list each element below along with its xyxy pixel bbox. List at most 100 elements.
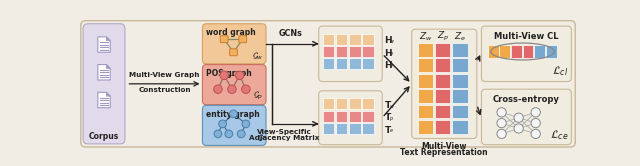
Circle shape bbox=[220, 71, 228, 80]
Circle shape bbox=[237, 130, 245, 138]
Circle shape bbox=[225, 130, 233, 138]
Bar bbox=[418, 89, 433, 103]
Circle shape bbox=[531, 119, 540, 128]
Polygon shape bbox=[98, 65, 110, 80]
Text: $_w$: $_w$ bbox=[389, 39, 396, 46]
Bar bbox=[336, 58, 348, 69]
Bar bbox=[522, 44, 533, 58]
Text: Multi-View: Multi-View bbox=[422, 142, 467, 151]
Text: Cross-entropy: Cross-entropy bbox=[493, 95, 560, 104]
FancyBboxPatch shape bbox=[239, 36, 246, 43]
Bar bbox=[435, 105, 451, 119]
Circle shape bbox=[219, 120, 227, 128]
Bar bbox=[362, 58, 374, 69]
Text: $\mathbf{H}$: $\mathbf{H}$ bbox=[384, 47, 392, 58]
Text: $\mathcal{G}_p$: $\mathcal{G}_p$ bbox=[253, 90, 264, 102]
Bar bbox=[452, 74, 467, 88]
FancyBboxPatch shape bbox=[202, 105, 266, 145]
Text: $\mathbf{T}$: $\mathbf{T}$ bbox=[384, 111, 392, 123]
Text: $_p$: $_p$ bbox=[389, 115, 394, 124]
FancyBboxPatch shape bbox=[220, 36, 228, 43]
Bar bbox=[323, 98, 334, 109]
Text: Multi-View CL: Multi-View CL bbox=[494, 32, 559, 41]
Text: Construction: Construction bbox=[138, 87, 191, 93]
Polygon shape bbox=[106, 37, 110, 41]
Circle shape bbox=[531, 108, 540, 117]
Text: word graph: word graph bbox=[206, 28, 256, 37]
Bar bbox=[362, 98, 374, 109]
Circle shape bbox=[514, 113, 524, 122]
Text: $\mathbf{T}$: $\mathbf{T}$ bbox=[384, 99, 392, 110]
Bar bbox=[511, 44, 522, 58]
Circle shape bbox=[497, 129, 506, 138]
Bar bbox=[418, 58, 433, 72]
Text: $_e$: $_e$ bbox=[389, 63, 394, 71]
Bar bbox=[323, 34, 334, 44]
Text: $_e$: $_e$ bbox=[389, 128, 394, 135]
Bar bbox=[534, 44, 545, 58]
Text: $\mathbf{H}$: $\mathbf{H}$ bbox=[384, 34, 392, 45]
Bar bbox=[488, 44, 499, 58]
Bar bbox=[452, 105, 467, 119]
Text: $\mathbf{T}$: $\mathbf{T}$ bbox=[384, 124, 392, 135]
Bar bbox=[362, 46, 374, 57]
Circle shape bbox=[531, 129, 540, 138]
Bar bbox=[349, 98, 360, 109]
Circle shape bbox=[242, 120, 250, 128]
Text: $Z_p$: $Z_p$ bbox=[436, 30, 449, 43]
Text: $Z_e$: $Z_e$ bbox=[454, 31, 466, 43]
Bar bbox=[435, 74, 451, 88]
Circle shape bbox=[497, 119, 506, 128]
FancyBboxPatch shape bbox=[230, 49, 237, 56]
Circle shape bbox=[214, 85, 222, 93]
Text: $\mathcal{L}_{cl}$: $\mathcal{L}_{cl}$ bbox=[552, 65, 568, 79]
Bar bbox=[418, 74, 433, 88]
Text: View-Specific: View-Specific bbox=[257, 129, 312, 135]
FancyBboxPatch shape bbox=[319, 91, 382, 145]
Text: Multi-View Graph: Multi-View Graph bbox=[129, 72, 200, 79]
Circle shape bbox=[236, 71, 244, 80]
Bar bbox=[362, 34, 374, 44]
Bar bbox=[349, 46, 360, 57]
Bar bbox=[349, 123, 360, 134]
Bar bbox=[418, 43, 433, 57]
Text: $\mathbf{H}$: $\mathbf{H}$ bbox=[384, 59, 392, 70]
Bar bbox=[435, 43, 451, 57]
Text: entity graph: entity graph bbox=[206, 110, 260, 119]
Circle shape bbox=[497, 108, 506, 117]
Text: $\mathcal{G}_w$: $\mathcal{G}_w$ bbox=[252, 50, 264, 61]
Bar bbox=[336, 34, 348, 44]
Bar bbox=[452, 43, 467, 57]
FancyBboxPatch shape bbox=[83, 24, 125, 144]
Bar bbox=[323, 58, 334, 69]
Text: Adjacency Matrix: Adjacency Matrix bbox=[250, 135, 320, 141]
Bar bbox=[435, 89, 451, 103]
FancyBboxPatch shape bbox=[481, 89, 572, 145]
Bar bbox=[452, 89, 467, 103]
Bar bbox=[418, 120, 433, 134]
Text: POS graph: POS graph bbox=[206, 69, 252, 78]
Bar bbox=[349, 111, 360, 122]
Text: Text Representation: Text Representation bbox=[401, 148, 488, 157]
Circle shape bbox=[514, 124, 524, 133]
Text: GCNs: GCNs bbox=[279, 29, 303, 38]
Text: Corpus: Corpus bbox=[89, 132, 119, 141]
Bar bbox=[362, 111, 374, 122]
Bar bbox=[452, 58, 467, 72]
Circle shape bbox=[228, 85, 236, 93]
Bar bbox=[362, 123, 374, 134]
Text: $_p$: $_p$ bbox=[389, 50, 394, 59]
Bar bbox=[546, 44, 557, 58]
Bar bbox=[435, 58, 451, 72]
FancyBboxPatch shape bbox=[81, 21, 575, 147]
Bar bbox=[336, 98, 348, 109]
Bar bbox=[452, 120, 467, 134]
Bar bbox=[435, 120, 451, 134]
Polygon shape bbox=[106, 92, 110, 96]
Text: $_w$: $_w$ bbox=[389, 103, 396, 111]
Text: $\mathcal{L}_{ce}$: $\mathcal{L}_{ce}$ bbox=[550, 128, 568, 142]
Bar bbox=[323, 123, 334, 134]
FancyBboxPatch shape bbox=[202, 24, 266, 64]
Bar bbox=[349, 34, 360, 44]
Bar bbox=[499, 44, 510, 58]
